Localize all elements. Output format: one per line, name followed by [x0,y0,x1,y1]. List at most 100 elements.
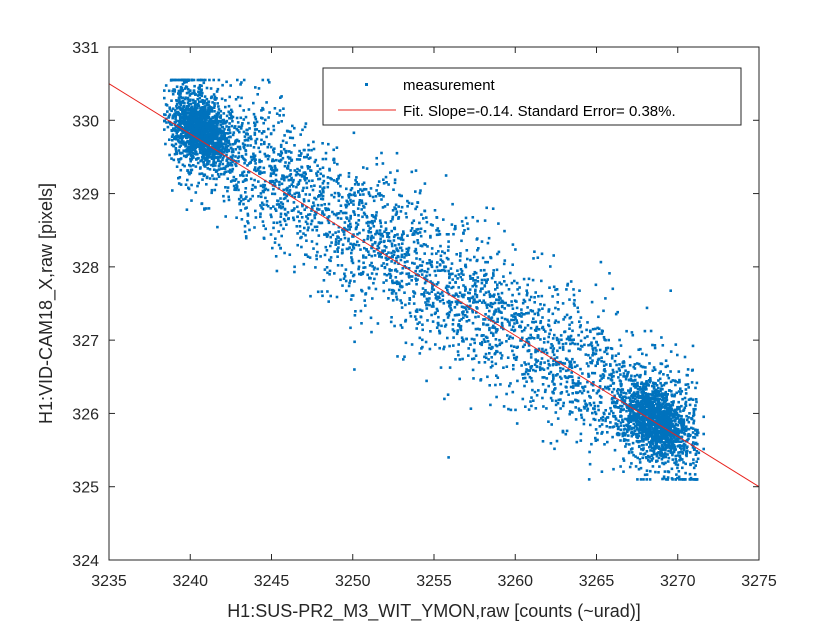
data-point [189,164,192,168]
data-point [281,156,285,160]
data-point [419,227,423,231]
data-point [298,173,302,177]
data-point [306,165,309,168]
data-point [483,301,487,305]
data-point [484,352,488,356]
data-point [226,189,229,193]
data-point [410,221,414,225]
data-point [441,294,445,297]
data-point [625,423,628,427]
data-point [484,260,487,264]
data-point [212,151,215,155]
data-point [568,365,571,368]
data-point [500,316,504,320]
data-point [659,389,662,393]
data-point [353,213,357,216]
data-point [544,348,548,352]
data-point [641,438,644,441]
data-point [523,312,526,316]
data-point [649,415,653,419]
data-point [648,413,652,416]
data-point [247,108,251,111]
data-point [635,382,638,386]
data-point [350,271,353,274]
data-point [262,121,265,125]
data-point [205,129,208,132]
data-point [664,437,667,441]
data-point [582,389,586,392]
data-point [486,323,490,327]
data-point [280,206,283,210]
data-point [484,313,487,316]
data-point [249,197,252,201]
data-point [296,243,299,247]
data-point [628,413,632,416]
data-point [532,257,535,260]
data-point [293,144,296,147]
data-point [178,115,182,118]
data-point [656,393,660,396]
data-point [600,423,604,426]
data-point [697,451,701,455]
data-point [511,293,514,297]
data-point [192,118,196,122]
data-point [400,271,404,275]
data-point [199,159,202,163]
data-point [349,198,352,202]
data-point [416,241,420,245]
data-point [202,133,205,136]
data-point [435,283,439,286]
data-point [660,432,663,436]
data-point [224,120,228,124]
data-point [223,142,226,146]
data-point [178,117,182,120]
data-point [341,248,344,252]
data-point [569,360,573,364]
data-point [570,371,573,374]
data-point [658,447,661,450]
data-point [315,172,318,175]
data-point [618,338,621,342]
data-point [391,217,394,221]
data-point [168,107,172,111]
data-point [623,395,627,398]
data-point [420,244,424,248]
data-point [334,240,338,244]
data-point [534,369,537,373]
data-point [183,101,186,105]
data-point [394,268,398,271]
data-point [630,409,633,413]
data-point [491,326,494,329]
data-point [489,331,493,335]
data-point [362,261,365,265]
data-point [491,364,494,368]
data-point [242,109,245,112]
data-point [645,450,649,453]
data-point [317,234,321,237]
data-point [186,123,189,126]
data-point [468,291,471,295]
data-point [513,299,517,303]
data-point [570,321,574,324]
data-point [290,209,294,212]
data-point [502,262,506,266]
data-point [189,159,192,163]
data-point [415,205,419,209]
data-point [428,273,432,277]
data-point [459,252,462,255]
data-point [649,449,652,452]
data-point [228,95,231,99]
data-point [211,153,214,157]
data-point [549,442,553,445]
data-point [349,326,352,330]
data-point [657,411,660,415]
data-point [517,292,521,296]
data-point [626,418,629,422]
data-point [436,291,440,295]
data-point [224,143,228,146]
data-point [537,389,540,392]
data-point [434,274,438,277]
data-point [614,312,618,316]
data-point [199,166,202,169]
data-point [630,407,633,411]
